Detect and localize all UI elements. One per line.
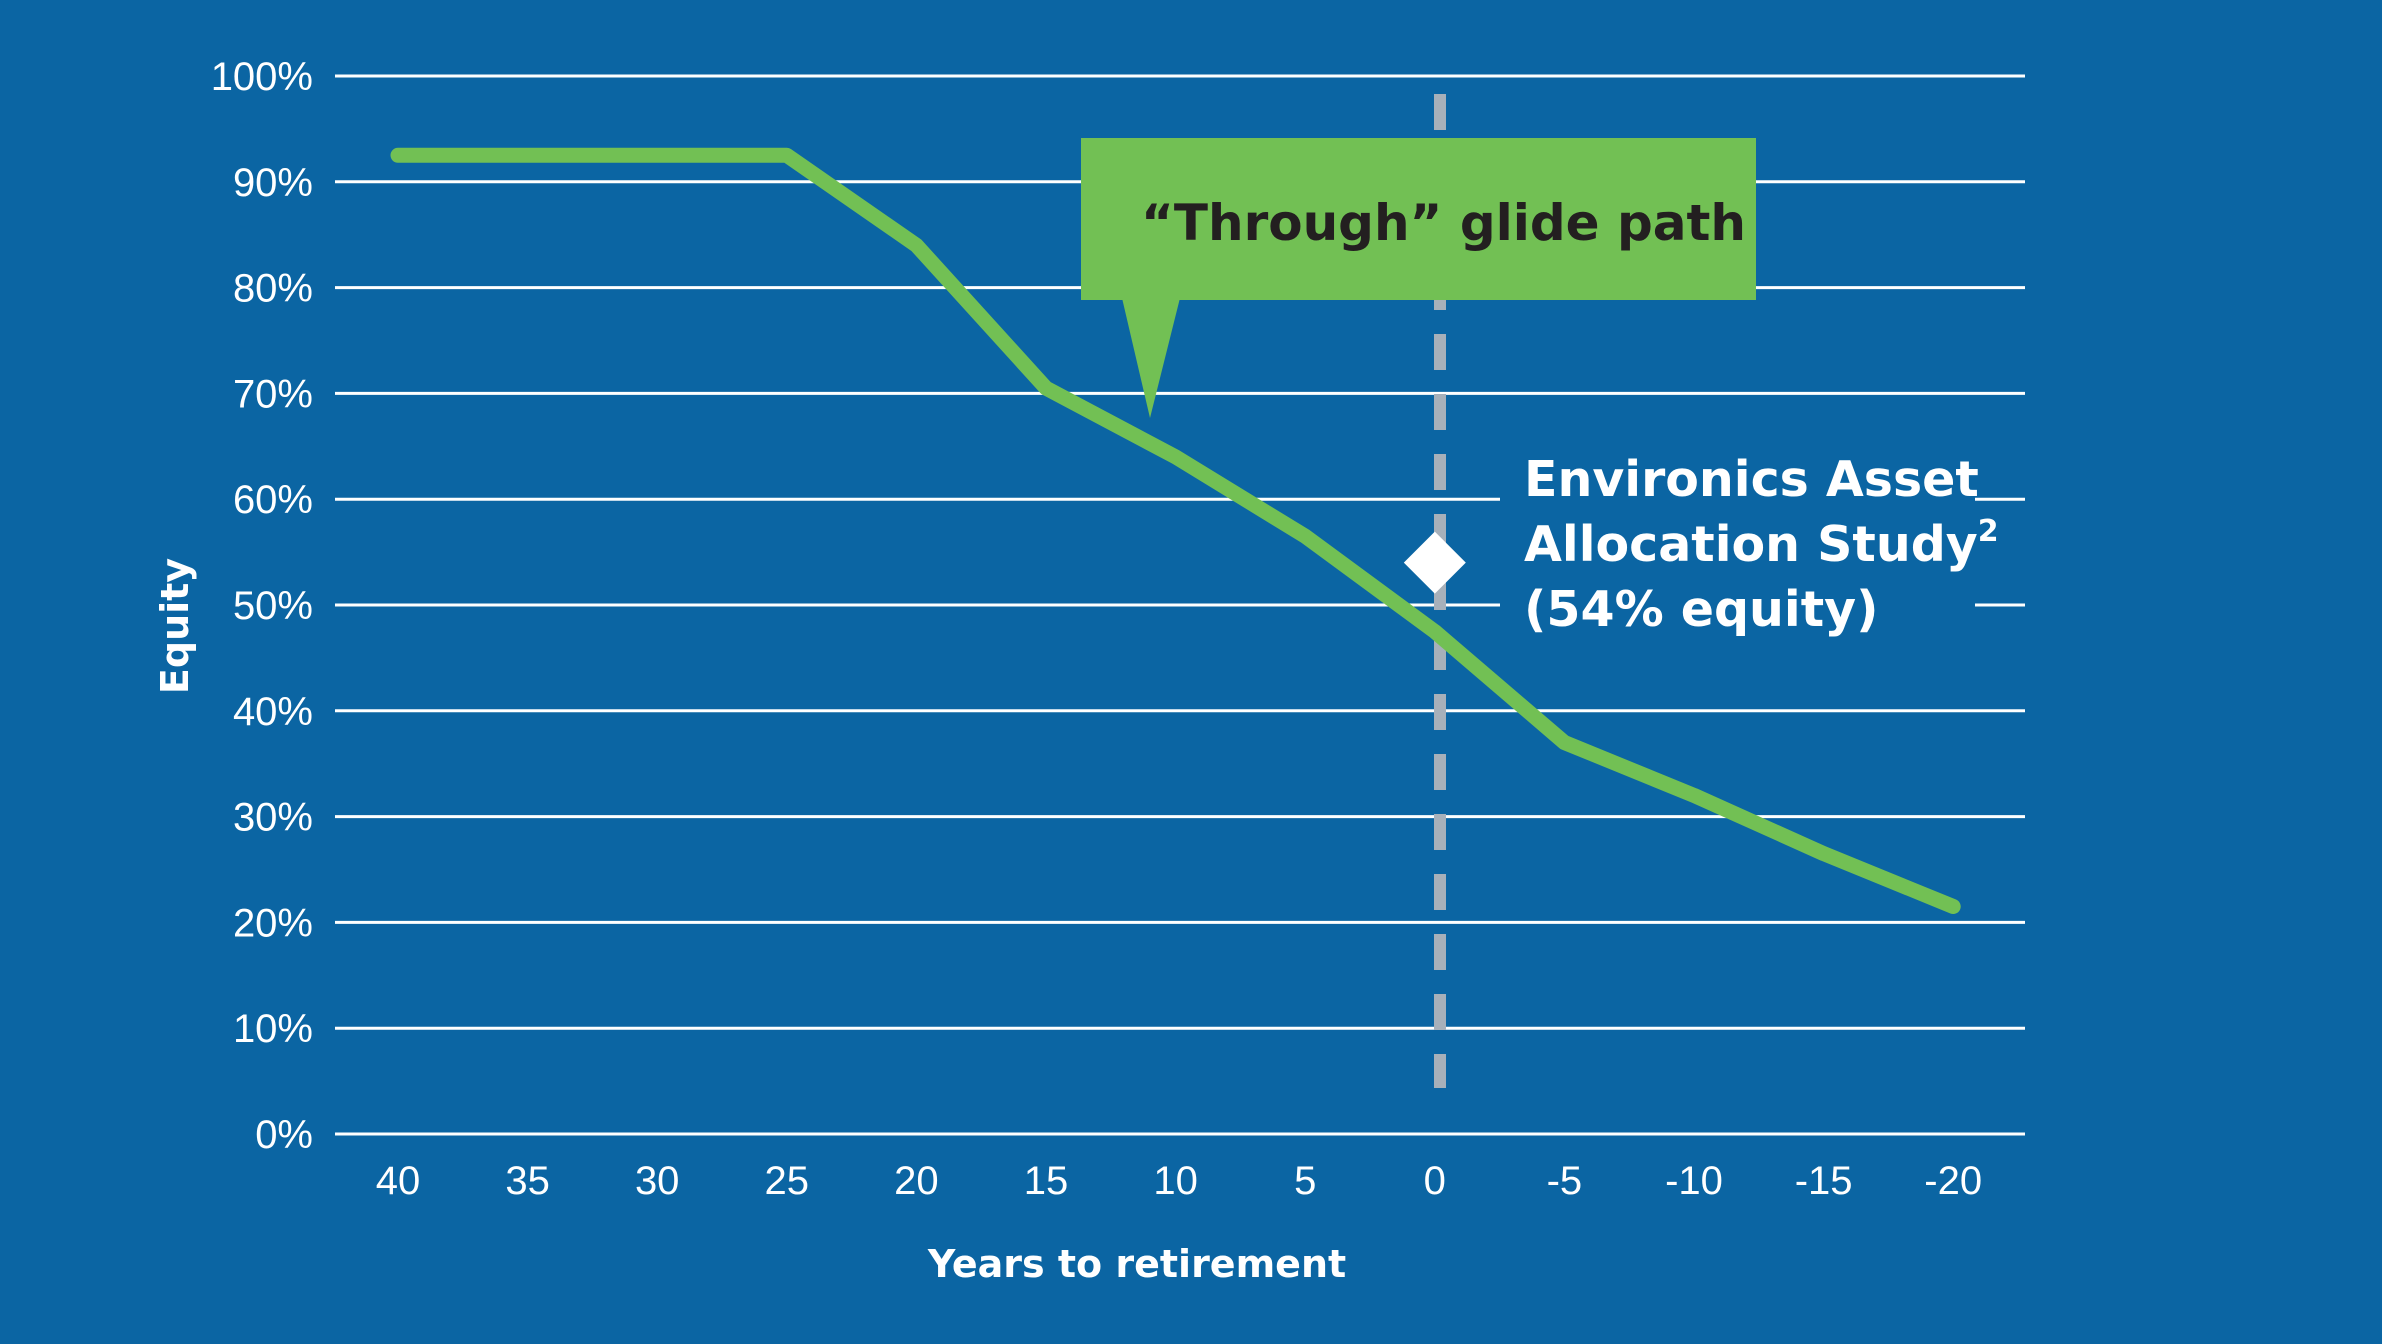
y-tick-label: 100%: [211, 55, 313, 99]
glide-path-line: [390, 147, 1961, 914]
x-tick-label: 0: [1424, 1159, 1446, 1203]
x-tick-label: 20: [894, 1159, 939, 1203]
study-footnote-superscript: 2: [1978, 514, 1999, 549]
x-tick-label: 35: [505, 1159, 550, 1203]
study-label-line1: Environics Asset: [1524, 451, 1979, 508]
x-tick-label: 40: [376, 1159, 421, 1203]
callout-box: [1081, 138, 1756, 300]
y-tick-label: 80%: [233, 267, 313, 311]
study-label-mask: [1500, 462, 1975, 642]
y-tick-label: 20%: [233, 901, 313, 945]
x-axis-title: Years to retirement: [927, 1242, 1346, 1286]
x-tick-label: 25: [765, 1159, 810, 1203]
x-tick-label: -5: [1547, 1159, 1583, 1203]
y-tick-label: 70%: [233, 372, 313, 416]
y-tick-label: 10%: [233, 1007, 313, 1051]
glide-path-callout: “Through” glide path: [1081, 138, 1756, 418]
x-tick-label: 5: [1294, 1159, 1316, 1203]
y-tick-label: 60%: [233, 478, 313, 522]
study-label-line2: Allocation Study2: [1524, 514, 1999, 573]
x-tick-label: -10: [1665, 1159, 1723, 1203]
study-annotation: Environics Asset Allocation Study2 (54% …: [1524, 451, 1999, 638]
y-tick-label: 50%: [233, 584, 313, 628]
study-label-line2-text: Allocation Study: [1524, 516, 1978, 573]
x-tick-label: 15: [1024, 1159, 1069, 1203]
x-tick-label: 30: [635, 1159, 680, 1203]
x-tick-label: -15: [1795, 1159, 1853, 1203]
y-axis-title: Equity: [153, 558, 197, 694]
y-tick-label: 0%: [255, 1113, 313, 1157]
y-tick-label: 30%: [233, 796, 313, 840]
study-diamond-marker: [1403, 531, 1466, 594]
x-tick-label: 10: [1153, 1159, 1198, 1203]
x-tick-label: -20: [1924, 1159, 1982, 1203]
y-tick-label: 40%: [233, 690, 313, 734]
callout-label: “Through” glide path: [1141, 194, 1746, 252]
callout-pointer: [1122, 298, 1180, 418]
x-axis-ticks: 40 35 30 25 20 15 10 5 0 -5 -10 -15 -20: [376, 1159, 1982, 1203]
y-axis-ticks: 100% 90% 80% 70% 60% 50% 40% 30% 20% 10% 0%: [211, 55, 313, 1157]
y-tick-label: 90%: [233, 161, 313, 205]
study-label-line3: (54% equity): [1524, 581, 1878, 638]
